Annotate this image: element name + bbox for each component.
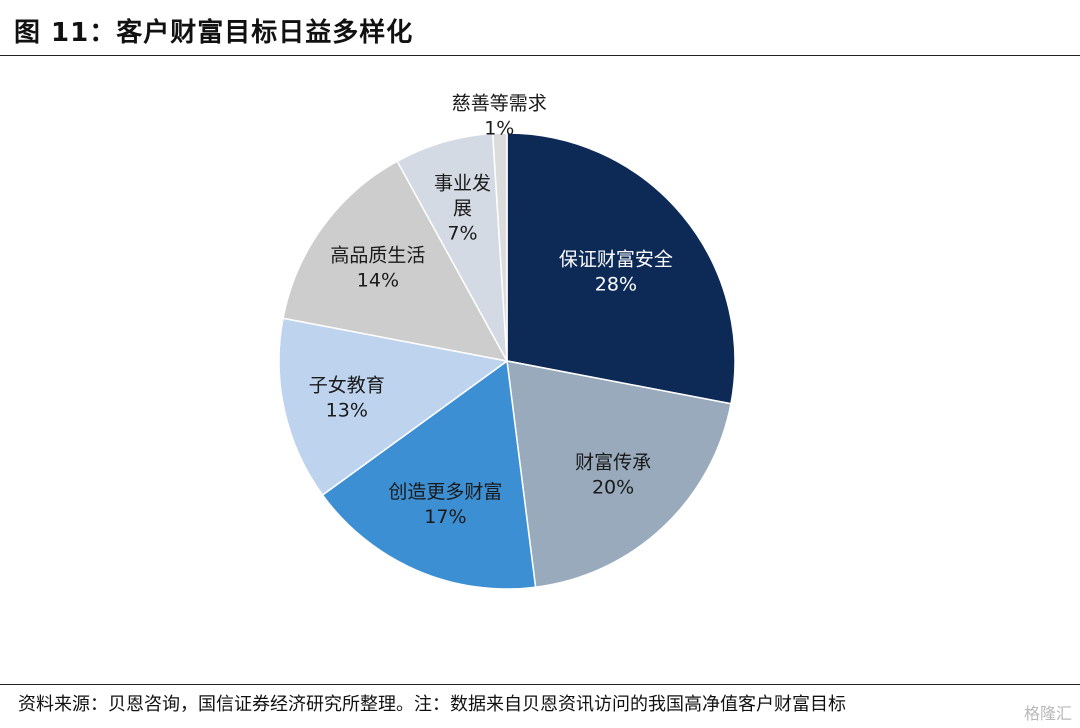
slice-percent-label: 28% bbox=[595, 273, 637, 295]
source-note: 资料来源：贝恩咨询，国信证券经济研究所整理。注：数据来自贝恩资讯访问的我国高净值… bbox=[18, 694, 846, 715]
slice-category-label: 展 bbox=[453, 198, 472, 220]
pie-slice bbox=[506, 132, 736, 405]
slice-category-label: 创造更多财富 bbox=[388, 481, 502, 503]
pie-chart: 保证财富安全 28% 财富传承 20% 创造更多财富 17% 子女教育 13% 高品质生活 14%… bbox=[278, 92, 736, 590]
pie-slice bbox=[506, 360, 732, 589]
slice-percent-label: 20% bbox=[592, 477, 634, 499]
slice-category-label: 事业发 bbox=[434, 173, 491, 195]
slice-percent-label: 13% bbox=[326, 399, 368, 421]
slice-category-label: 子女教育 bbox=[309, 374, 385, 396]
pie-slice bbox=[321, 359, 537, 590]
slice-percent-label: 14% bbox=[357, 270, 399, 292]
title-divider bbox=[0, 55, 1080, 56]
footer-divider bbox=[0, 684, 1080, 685]
watermark-logo: 格隆汇 bbox=[1023, 706, 1072, 723]
pie-slices bbox=[278, 132, 736, 590]
slice-percent-label: 1% bbox=[484, 117, 514, 139]
pie-slice bbox=[282, 160, 509, 363]
figure-title: 图 11：客户财富目标日益多样化 bbox=[14, 18, 414, 48]
pie-slice bbox=[491, 132, 508, 362]
slice-category-label: 慈善等需求 bbox=[452, 92, 547, 114]
slice-category-label: 高品质生活 bbox=[330, 245, 425, 267]
slice-category-label: 保证财富安全 bbox=[559, 248, 673, 270]
slice-category-label: 财富传承 bbox=[575, 452, 651, 474]
slice-percent-label: 17% bbox=[424, 506, 466, 528]
pie-slice bbox=[278, 317, 509, 497]
pie-labels: 保证财富安全 28% 财富传承 20% 创造更多财富 17% 子女教育 13% 高品质生活 14%… bbox=[309, 92, 673, 527]
slice-percent-label: 7% bbox=[447, 223, 477, 245]
